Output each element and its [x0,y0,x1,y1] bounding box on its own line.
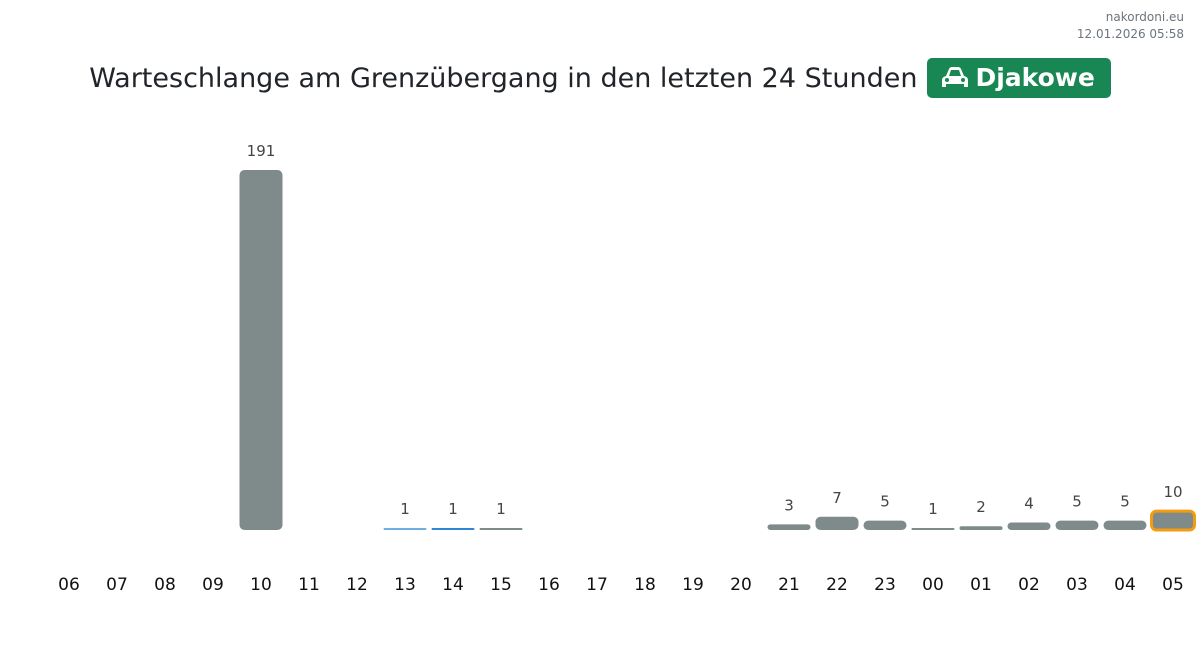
x-tick-label: 07 [106,575,128,595]
data-label: 10 [1163,483,1182,501]
data-label: 5 [1120,493,1130,511]
bar [239,170,283,530]
data-label: 1 [928,500,938,518]
bar [815,516,859,530]
data-label: 2 [976,498,986,516]
x-tick-label: 02 [1018,575,1040,595]
x-tick-label: 06 [58,575,80,595]
x-tick-label: 17 [586,575,608,595]
data-label: 4 [1024,494,1034,512]
data-label: 5 [1072,493,1082,511]
site: nakordoni.eu [1105,10,1184,24]
x-tick-label: 12 [346,575,368,595]
data-label: 5 [880,493,890,511]
bar [1150,509,1196,532]
bar [431,528,475,530]
data-label: 191 [247,142,276,160]
x-tick-label: 19 [682,575,704,595]
bar [1007,522,1051,530]
x-tick-label: 03 [1066,575,1088,595]
bar [767,524,811,530]
x-tick-label: 04 [1114,575,1136,595]
bar [863,520,907,530]
timestamp: 12.01.2026 05:58 [1076,27,1184,41]
x-tick-label: 16 [538,575,560,595]
x-tick-label: 08 [154,575,176,595]
x-tick-label: 14 [442,575,464,595]
x-tick-label: 00 [922,575,944,595]
x-tick-label: 15 [490,575,512,595]
data-label: 1 [400,500,410,518]
bar [1103,520,1147,530]
x-tick-label: 01 [970,575,992,595]
x-tick-label: 21 [778,575,800,595]
meta: nakordoni.eu 12.01.2026 05:58 [1077,9,1184,43]
bar [1055,520,1099,530]
x-tick-label: 23 [874,575,896,595]
x-tick-label: 09 [202,575,224,595]
car-icon [942,66,969,87]
data-label: 1 [496,500,506,518]
bar [959,526,1003,530]
chart-title: Warteschlange am Grenzübergang in den le… [89,62,918,94]
bar [911,528,955,530]
data-label: 7 [832,489,842,507]
x-tick-label: 18 [634,575,656,595]
x-tick-label: 22 [826,575,848,595]
badge-text: Djakowe [975,63,1095,92]
bar [479,528,523,530]
x-tick-label: 05 [1162,575,1184,595]
x-tick-label: 20 [730,575,752,595]
x-tick-label: 10 [250,575,272,595]
badge: Djakowe [927,58,1111,98]
data-label: 3 [784,496,794,514]
x-tick-label: 13 [394,575,416,595]
x-tick-label: 11 [298,575,320,595]
header: Warteschlange am Grenzübergang in den le… [0,58,1200,98]
data-label: 1 [448,500,458,518]
bar [383,528,427,530]
